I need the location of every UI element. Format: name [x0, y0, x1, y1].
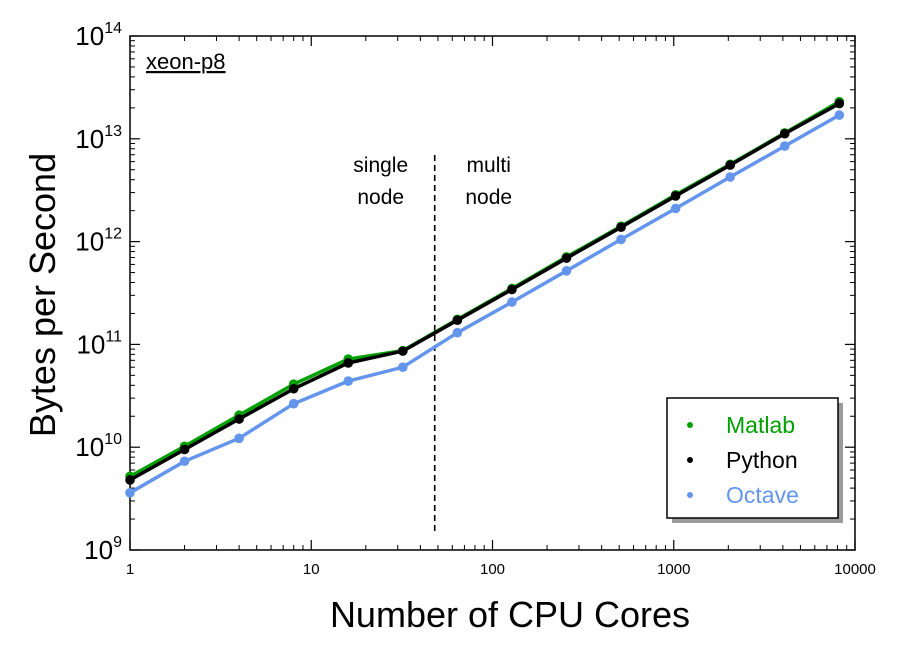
octave-point — [670, 203, 681, 214]
octave-point — [288, 398, 299, 409]
x-tick-label: 100 — [480, 561, 505, 578]
python-point — [616, 222, 626, 233]
octave-point — [398, 362, 408, 373]
y-tick-label: 1014 — [75, 20, 122, 51]
octave-point — [561, 265, 572, 276]
y-tick-label: 109 — [84, 534, 122, 565]
y-tick-label: 1012 — [75, 226, 122, 257]
x-tick-label: 10 — [303, 561, 320, 578]
python-legend-label: Python — [726, 447, 798, 473]
octave-point — [834, 110, 845, 120]
y-tick-exponent: 12 — [104, 226, 122, 243]
legend-box — [666, 397, 839, 519]
octave-line — [129, 113, 841, 495]
y-tick-exponent: 9 — [113, 534, 122, 551]
x-tick-label: 1000 — [657, 561, 690, 578]
python-point — [288, 383, 299, 394]
single-node-label: node — [357, 186, 404, 209]
single-node-label: single — [353, 154, 408, 177]
python-point — [398, 346, 408, 356]
multi-node-label: node — [465, 186, 512, 209]
python-point — [234, 414, 244, 424]
octave-point — [452, 327, 463, 338]
python-point — [834, 98, 845, 109]
y-tick-exponent: 13 — [104, 123, 122, 140]
octave-point — [179, 456, 190, 467]
octave-point — [234, 433, 244, 444]
y-tick-label: 1013 — [75, 123, 122, 154]
python-point — [725, 160, 735, 170]
python-point — [507, 284, 517, 295]
y-tick-label: 1011 — [76, 328, 122, 359]
plot-layer: 1 10 100 1000 1000010910101011101210131014si… — [75, 20, 876, 578]
python-point — [179, 444, 190, 455]
multi-node-label: multi — [467, 154, 511, 177]
python-point — [561, 253, 572, 263]
octave-point — [616, 234, 626, 245]
octave-point — [507, 297, 517, 307]
matlab-legend-label: Matlab — [726, 412, 795, 438]
octave-point — [779, 141, 790, 151]
octave-legend-label: Octave — [726, 482, 799, 508]
octave-legend-marker — [687, 492, 693, 498]
y-tick-exponent: 10 — [104, 431, 122, 448]
y-axis-title: Bytes per Second — [22, 153, 63, 437]
octave-point — [343, 376, 354, 386]
y-tick-exponent: 11 — [105, 328, 122, 345]
y-tick-label: 1010 — [75, 431, 122, 462]
y-tick-exponent: 14 — [104, 20, 122, 37]
panel-label: xeon-p8 — [146, 49, 226, 74]
octave-point — [725, 172, 735, 182]
python-line — [129, 102, 841, 482]
octave-point — [125, 488, 135, 498]
python-point — [343, 358, 354, 368]
x-tick-label: 10000 — [834, 561, 876, 578]
python-point — [779, 128, 790, 139]
matlab-legend-marker — [687, 422, 693, 428]
x-axis-title: Number of CPU Cores — [330, 594, 690, 635]
python-point — [125, 475, 135, 485]
python-legend-marker — [687, 457, 693, 463]
python-point — [452, 315, 463, 325]
python-point — [670, 191, 681, 201]
x-tick-label: 1 — [126, 561, 134, 578]
